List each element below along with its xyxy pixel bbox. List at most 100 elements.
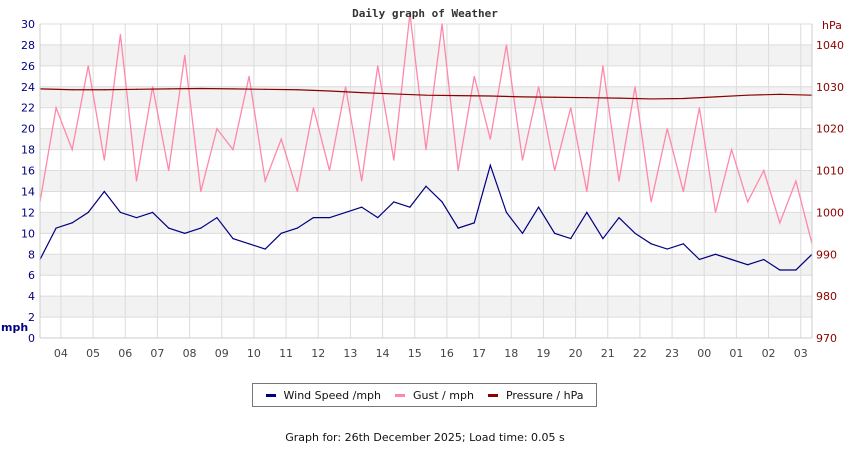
data-point — [87, 65, 89, 67]
x-tick-label: 07 — [150, 347, 164, 360]
data-point — [795, 180, 797, 182]
data-point — [135, 180, 138, 182]
data-point — [698, 258, 701, 261]
data-point — [521, 159, 524, 161]
data-point — [248, 243, 250, 245]
x-tick-label: 02 — [762, 347, 776, 360]
grid-band — [40, 128, 812, 150]
data-point — [344, 211, 347, 213]
data-point — [779, 269, 781, 271]
chart-svg: 0246810121416182022242628309709809901000… — [1, 7, 844, 360]
data-point — [87, 211, 89, 213]
data-point — [328, 217, 331, 219]
data-point — [714, 253, 717, 255]
x-tick-label: 15 — [408, 347, 422, 360]
left-tick-label: 6 — [28, 269, 35, 282]
data-point — [151, 86, 154, 88]
left-tick-label: 8 — [28, 248, 35, 261]
data-point — [312, 217, 315, 219]
right-tick-label: 1040 — [816, 39, 844, 52]
data-point — [296, 190, 298, 193]
left-axis-label: mph — [1, 321, 28, 334]
legend-wind-label: Wind Speed /mph — [283, 388, 382, 402]
x-tick-label: 11 — [279, 347, 293, 360]
legend-gust-label: Gust / mph — [413, 388, 474, 402]
grid-band — [40, 254, 812, 276]
data-point — [184, 54, 186, 57]
right-tick-label: 1010 — [816, 165, 844, 178]
data-point — [682, 243, 684, 245]
x-tick-label: 18 — [504, 347, 518, 360]
x-tick-label: 16 — [440, 347, 454, 360]
data-point — [714, 211, 717, 213]
chart-title: Daily graph of Weather — [352, 7, 498, 20]
data-point — [71, 89, 73, 91]
data-point — [248, 75, 250, 77]
x-tick-label: 19 — [536, 347, 550, 360]
data-point — [763, 169, 765, 172]
data-point — [602, 65, 604, 67]
data-point — [200, 190, 202, 193]
right-tick-label: 1020 — [816, 123, 844, 136]
data-point — [441, 201, 443, 203]
data-point — [537, 206, 540, 208]
data-point — [216, 217, 218, 219]
data-point — [682, 190, 684, 193]
data-point — [71, 149, 73, 151]
data-point — [264, 180, 266, 182]
data-point — [682, 97, 684, 100]
data-point — [441, 23, 443, 25]
data-point — [393, 201, 395, 203]
x-tick-label: 06 — [118, 347, 132, 360]
data-point — [103, 89, 105, 91]
data-point — [730, 149, 733, 151]
legend-pressure: Pressure / hPa — [487, 388, 584, 402]
data-point — [361, 206, 363, 208]
x-tick-label: 00 — [697, 347, 711, 360]
data-point — [425, 185, 427, 187]
left-tick-label: 28 — [21, 39, 35, 52]
data-point — [377, 65, 379, 67]
left-tick-label: 0 — [28, 332, 35, 345]
x-tick-label: 10 — [247, 347, 261, 360]
data-point — [747, 94, 749, 96]
data-point — [168, 88, 170, 90]
data-point — [328, 169, 331, 172]
data-point — [634, 232, 636, 234]
x-tick-label: 05 — [86, 347, 100, 360]
x-tick-label: 13 — [343, 347, 357, 360]
data-point — [473, 75, 475, 77]
data-point — [521, 96, 524, 98]
left-tick-label: 22 — [21, 102, 35, 115]
data-point — [55, 107, 57, 109]
left-tick-label: 18 — [21, 144, 35, 157]
left-tick-label: 12 — [21, 206, 35, 219]
data-point — [779, 222, 781, 224]
data-point — [554, 232, 556, 234]
left-tick-label: 26 — [21, 60, 35, 73]
x-tick-label: 12 — [311, 347, 325, 360]
grid-band — [40, 86, 812, 108]
x-tick-label: 22 — [633, 347, 647, 360]
data-point — [650, 243, 652, 245]
legend-pressure-label: Pressure / hPa — [505, 388, 584, 402]
data-point — [747, 201, 749, 203]
data-point — [650, 98, 652, 100]
data-point — [489, 164, 491, 166]
data-point — [666, 248, 668, 250]
pressure-swatch-icon — [487, 394, 498, 397]
legend-gust: Gust / mph — [395, 389, 474, 402]
data-point — [393, 93, 395, 95]
data-point — [602, 237, 604, 240]
data-point — [505, 211, 508, 213]
gust-swatch-icon — [395, 394, 406, 397]
grid-band — [40, 296, 812, 318]
data-point — [505, 44, 508, 46]
data-point — [216, 128, 218, 130]
right-tick-label: 1030 — [816, 81, 844, 94]
data-point — [763, 258, 765, 261]
data-point — [135, 88, 138, 90]
data-point — [489, 95, 491, 97]
data-point — [666, 128, 668, 130]
